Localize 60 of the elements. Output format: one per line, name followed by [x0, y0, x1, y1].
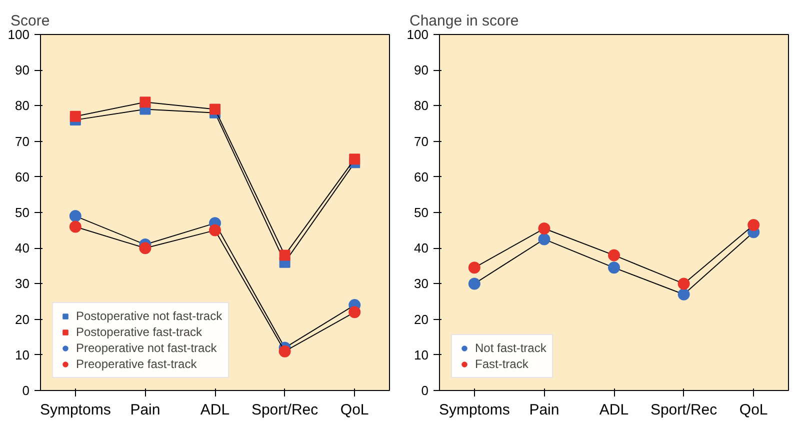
- x-tick-label: Sport/Rec: [251, 402, 319, 418]
- x-tick-label: Pain: [529, 402, 560, 418]
- legend-label: Preoperative not fast-track: [76, 341, 217, 355]
- y-tick-label: 80: [15, 98, 30, 114]
- point: [349, 154, 360, 165]
- y-tick-label: 60: [15, 169, 30, 184]
- point: [69, 210, 82, 222]
- y-tick-label: 20: [414, 312, 429, 327]
- y-tick-label: 10: [15, 347, 30, 362]
- point: [348, 306, 361, 318]
- y-tick-label: 20: [15, 312, 30, 327]
- x-tick-label: Pain: [130, 402, 160, 418]
- y-tick-label: 0: [421, 383, 429, 398]
- point: [538, 233, 550, 246]
- x-tick-label: ADL: [200, 402, 230, 418]
- x-tick-label: Sport/Rec: [650, 402, 718, 418]
- point: [139, 242, 152, 254]
- x-tick-label: QoL: [340, 402, 369, 418]
- y-tick-label: 50: [15, 205, 30, 220]
- point: [70, 110, 81, 122]
- point: [678, 288, 690, 300]
- x-tick-label: Symptoms: [438, 402, 510, 418]
- point: [278, 345, 291, 358]
- y-tick-label: 90: [414, 62, 429, 78]
- y-tick-label: 30: [15, 276, 30, 292]
- point: [538, 222, 550, 235]
- point: [678, 278, 690, 290]
- x-tick-label: ADL: [599, 402, 629, 418]
- point: [468, 262, 480, 274]
- y-tick-label: 90: [15, 62, 30, 78]
- legend-label: Preoperative fast-track: [76, 357, 197, 371]
- legend-label: Fast-track: [475, 357, 528, 371]
- y-tick-label: 0: [22, 383, 30, 398]
- y-tick-label: 70: [15, 134, 30, 149]
- point: [140, 96, 151, 108]
- point: [210, 104, 220, 115]
- legend-label: Postoperative fast-track: [76, 325, 202, 339]
- x-tick-label: Symptoms: [40, 402, 111, 418]
- point: [209, 224, 221, 236]
- x-tick-label: QoL: [739, 402, 768, 418]
- y-tick-label: 60: [414, 169, 429, 184]
- point: [69, 220, 82, 233]
- y-tick-label: 40: [414, 240, 429, 256]
- point: [468, 278, 480, 290]
- y-tick-label: 100: [406, 27, 429, 42]
- y-tick-label: 70: [414, 134, 429, 149]
- y-tick-label: 100: [8, 27, 30, 42]
- point: [608, 249, 620, 262]
- y-tick-label: 30: [414, 276, 429, 292]
- point: [608, 262, 620, 274]
- y-tick-label: 80: [414, 98, 429, 114]
- legend-label: Postoperative not fast-track: [76, 309, 222, 323]
- y-tick-label: 50: [414, 205, 429, 220]
- point: [748, 218, 760, 231]
- y-tick-label: 40: [15, 240, 30, 256]
- chart-title: Score: [10, 12, 50, 30]
- point: [279, 250, 290, 261]
- legend-label: Not fast-track: [475, 341, 546, 355]
- chart-title: Change in score: [410, 12, 519, 30]
- y-tick-label: 10: [414, 347, 429, 362]
